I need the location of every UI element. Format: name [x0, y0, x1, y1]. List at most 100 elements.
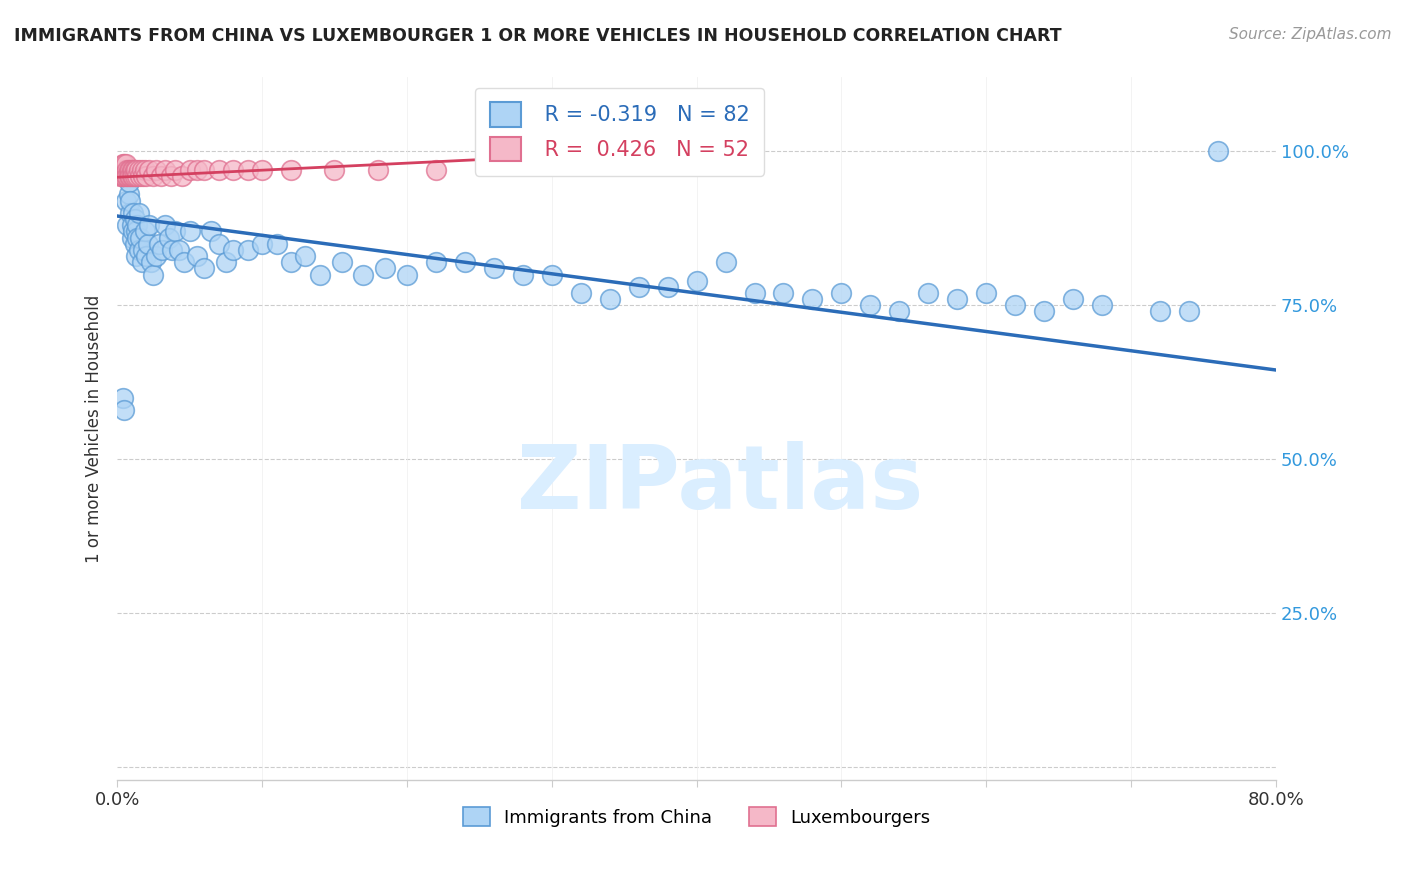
- Point: [125, 224, 148, 238]
- Point: [889, 304, 911, 318]
- Point: [127, 169, 149, 183]
- Point: [309, 268, 332, 282]
- Point: [179, 224, 201, 238]
- Point: [132, 169, 155, 183]
- Point: [122, 169, 145, 183]
- Point: [114, 169, 136, 183]
- Point: [169, 243, 191, 257]
- Point: [627, 280, 650, 294]
- Point: [121, 162, 143, 177]
- Point: [207, 162, 229, 177]
- Point: [1062, 292, 1084, 306]
- Point: [454, 255, 477, 269]
- Point: [186, 249, 208, 263]
- Point: [114, 162, 136, 177]
- Point: [128, 162, 150, 177]
- Point: [121, 230, 143, 244]
- Point: [117, 162, 139, 177]
- Point: [124, 162, 146, 177]
- Point: [657, 280, 679, 294]
- Point: [110, 162, 132, 177]
- Point: [569, 285, 592, 300]
- Point: [135, 249, 157, 263]
- Point: [150, 243, 173, 257]
- Point: [193, 162, 215, 177]
- Point: [555, 151, 578, 165]
- Point: [132, 243, 155, 257]
- Point: [115, 194, 138, 208]
- Point: [138, 162, 160, 177]
- Point: [153, 219, 176, 233]
- Point: [374, 261, 396, 276]
- Point: [801, 292, 824, 306]
- Point: [125, 249, 148, 263]
- Point: [425, 162, 447, 177]
- Point: [149, 169, 172, 183]
- Point: [974, 285, 997, 300]
- Point: [127, 219, 149, 233]
- Point: [859, 298, 882, 312]
- Point: [207, 236, 229, 251]
- Legend: Immigrants from China, Luxembourgers: Immigrants from China, Luxembourgers: [456, 800, 938, 834]
- Point: [118, 169, 141, 183]
- Text: Source: ZipAtlas.com: Source: ZipAtlas.com: [1229, 27, 1392, 42]
- Point: [120, 194, 142, 208]
- Point: [111, 162, 134, 177]
- Point: [1004, 298, 1026, 312]
- Point: [114, 156, 136, 170]
- Point: [250, 236, 273, 251]
- Point: [121, 219, 143, 233]
- Point: [120, 162, 142, 177]
- Point: [145, 249, 167, 263]
- Point: [142, 169, 165, 183]
- Point: [120, 206, 142, 220]
- Point: [157, 230, 180, 244]
- Point: [115, 169, 138, 183]
- Point: [1091, 298, 1114, 312]
- Point: [148, 236, 170, 251]
- Point: [129, 169, 152, 183]
- Point: [425, 255, 447, 269]
- Point: [153, 162, 176, 177]
- Point: [160, 243, 183, 257]
- Point: [134, 224, 156, 238]
- Point: [111, 391, 134, 405]
- Point: [134, 162, 156, 177]
- Point: [917, 285, 939, 300]
- Point: [165, 224, 187, 238]
- Point: [122, 224, 145, 238]
- Point: [352, 268, 374, 282]
- Point: [111, 169, 134, 183]
- Point: [114, 403, 136, 417]
- Point: [215, 255, 238, 269]
- Point: [1033, 304, 1056, 318]
- Point: [512, 268, 534, 282]
- Point: [236, 162, 259, 177]
- Point: [139, 255, 162, 269]
- Point: [124, 212, 146, 227]
- Point: [125, 162, 148, 177]
- Point: [266, 236, 288, 251]
- Point: [142, 268, 165, 282]
- Point: [1178, 304, 1201, 318]
- Point: [222, 162, 245, 177]
- Point: [222, 243, 245, 257]
- Point: [200, 224, 222, 238]
- Point: [118, 162, 141, 177]
- Point: [124, 169, 146, 183]
- Point: [110, 169, 132, 183]
- Point: [280, 255, 302, 269]
- Point: [136, 236, 159, 251]
- Point: [250, 162, 273, 177]
- Point: [330, 255, 353, 269]
- Point: [772, 285, 794, 300]
- Point: [120, 169, 142, 183]
- Point: [127, 230, 149, 244]
- Point: [108, 169, 131, 183]
- Point: [482, 261, 505, 276]
- Point: [111, 156, 134, 170]
- Point: [744, 285, 766, 300]
- Point: [367, 162, 389, 177]
- Point: [122, 206, 145, 220]
- Point: [117, 169, 139, 183]
